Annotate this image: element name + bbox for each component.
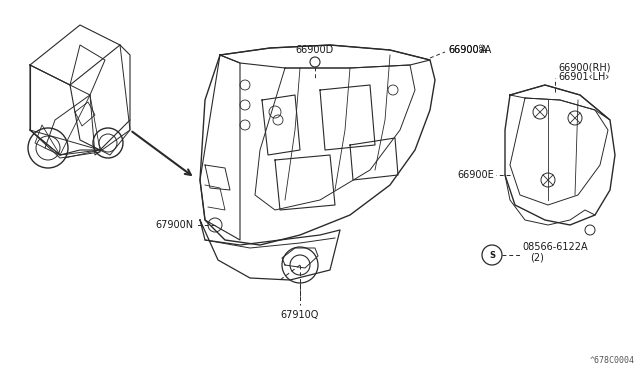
Text: ^678C0004: ^678C0004	[590, 356, 635, 365]
Text: 67910Q: 67910Q	[281, 310, 319, 320]
Text: 66900ᴵA: 66900ᴵA	[448, 45, 487, 55]
Text: 66900(RH): 66900(RH)	[558, 62, 611, 72]
Text: S: S	[489, 250, 495, 260]
Text: 66901‹LH›: 66901‹LH›	[558, 72, 609, 82]
Text: 66900E: 66900E	[457, 170, 494, 180]
Text: 08566-6122A: 08566-6122A	[522, 242, 588, 252]
Text: 67900N: 67900N	[155, 220, 193, 230]
Text: 66900D: 66900D	[296, 45, 334, 55]
Text: 66900ǎA: 66900ǎA	[448, 45, 492, 55]
Text: (2): (2)	[530, 252, 544, 262]
